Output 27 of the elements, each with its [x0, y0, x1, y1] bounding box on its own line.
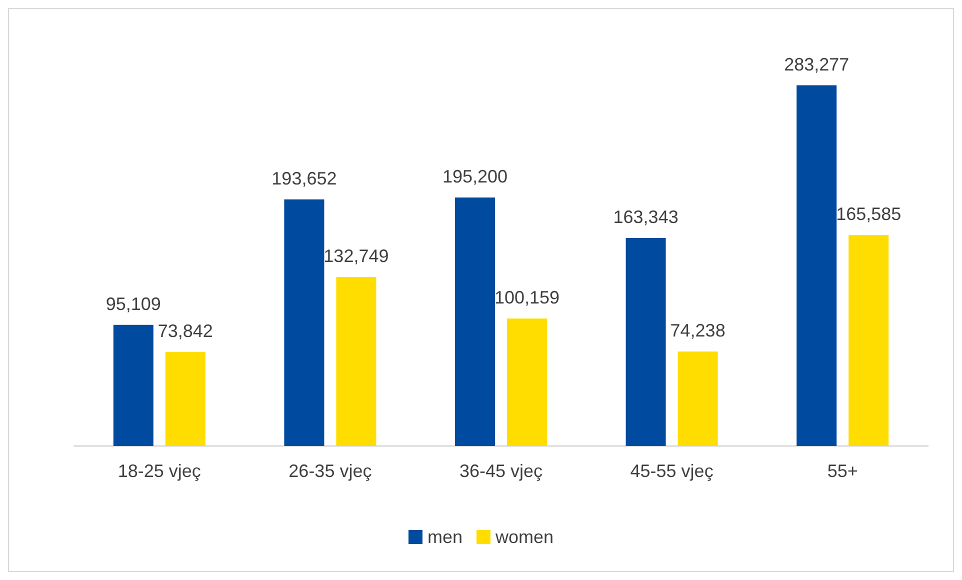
bar [165, 352, 206, 446]
data-label: 193,652 [272, 168, 337, 188]
data-label: 74,238 [670, 320, 726, 340]
bar [796, 85, 837, 446]
bar [455, 197, 495, 446]
data-label: 165,585 [836, 204, 902, 224]
x-tick-label: 36-45 vjeç [459, 461, 543, 481]
bar [507, 318, 547, 446]
data-label: 73,842 [158, 320, 213, 341]
legend-label: women [494, 527, 554, 547]
bar [626, 238, 666, 446]
x-tick-label: 18-25 vjeç [118, 461, 201, 481]
bar [848, 235, 889, 446]
data-label: 132,749 [324, 246, 389, 266]
x-tick-label: 26-35 vjeç [288, 461, 372, 481]
x-tick-label: 45-55 vjeç [630, 461, 714, 481]
data-label: 283,277 [784, 54, 850, 74]
x-tick-label: 55+ [827, 461, 858, 481]
bar [113, 324, 154, 446]
data-label: 95,109 [106, 294, 161, 314]
data-label: 163,343 [613, 207, 678, 228]
data-label: 100,159 [494, 287, 560, 308]
legend-label: men [427, 527, 462, 547]
bar [284, 199, 324, 446]
bar [336, 276, 376, 446]
bar [678, 351, 718, 446]
data-label: 195,200 [442, 166, 508, 186]
